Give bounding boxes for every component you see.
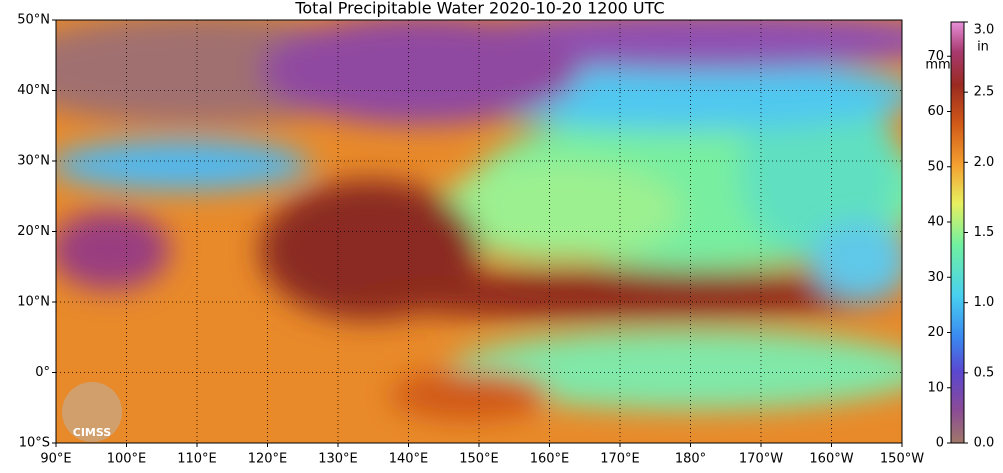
- lon-label: 150°W: [880, 452, 924, 467]
- in-tick-label: 2.5: [974, 85, 995, 100]
- mm-tick-label: 60: [927, 104, 944, 119]
- lon-label: 140°E: [389, 452, 429, 467]
- lon-label: 150°E: [459, 452, 499, 467]
- lon-label: 100°E: [107, 452, 147, 467]
- logo-text: CIMSS: [73, 426, 112, 439]
- lon-label: 90°E: [40, 452, 71, 467]
- lat-label: 30°N: [17, 154, 50, 169]
- logo: CIMSS: [62, 382, 122, 442]
- mm-tick-label: 10: [927, 380, 944, 395]
- in-tick-label: 3.0: [974, 23, 995, 38]
- lon-label: 160°E: [530, 452, 570, 467]
- lat-label: 20°N: [17, 224, 50, 239]
- mm-tick-label: 20: [927, 325, 944, 340]
- lon-label: 180°: [675, 452, 706, 467]
- lat-label: 40°N: [17, 83, 50, 98]
- tpw-imagery: [56, 20, 902, 443]
- lat-label: 10°N: [17, 295, 50, 310]
- lat-label: 10°S: [19, 436, 50, 451]
- colorbar-mm-label: mm: [925, 58, 950, 73]
- lat-label: 50°N: [17, 13, 50, 28]
- in-tick-label: 0.0: [974, 436, 995, 451]
- lon-label: 170°W: [739, 452, 783, 467]
- lat-label: 0°: [35, 365, 50, 380]
- mm-tick-label: 30: [927, 270, 944, 285]
- lon-label: 170°E: [600, 452, 640, 467]
- in-tick-label: 1.5: [974, 225, 995, 240]
- mm-tick-label: 70: [927, 49, 944, 64]
- mm-tick-label: 40: [927, 215, 944, 230]
- colorbar: [950, 21, 965, 444]
- mm-tick-label: 0: [936, 436, 944, 451]
- in-tick-label: 1.0: [974, 295, 995, 310]
- graticule: 50°N 40°N 30°N 20°N 10°N 0° 10°S90°E 100°E 110°E…: [17, 13, 924, 467]
- in-tick-label: 2.0: [974, 155, 995, 170]
- lon-label: 110°E: [177, 452, 217, 467]
- lon-label: 160°W: [809, 452, 853, 467]
- title: Total Precipitable Water 2020-10-20 1200…: [294, 0, 664, 18]
- in-tick-label: 0.5: [974, 365, 995, 380]
- mm-tick-label: 50: [927, 159, 944, 174]
- colorbar-ticks: 70 60 50 40 30 20 10 0 3.0 2.5 2.0 1.5 1.0 0.5 0.0: [927, 21, 995, 451]
- colorbar-in-label: in: [977, 40, 989, 55]
- lon-label: 130°E: [318, 452, 358, 467]
- lon-label: 120°E: [248, 452, 288, 467]
